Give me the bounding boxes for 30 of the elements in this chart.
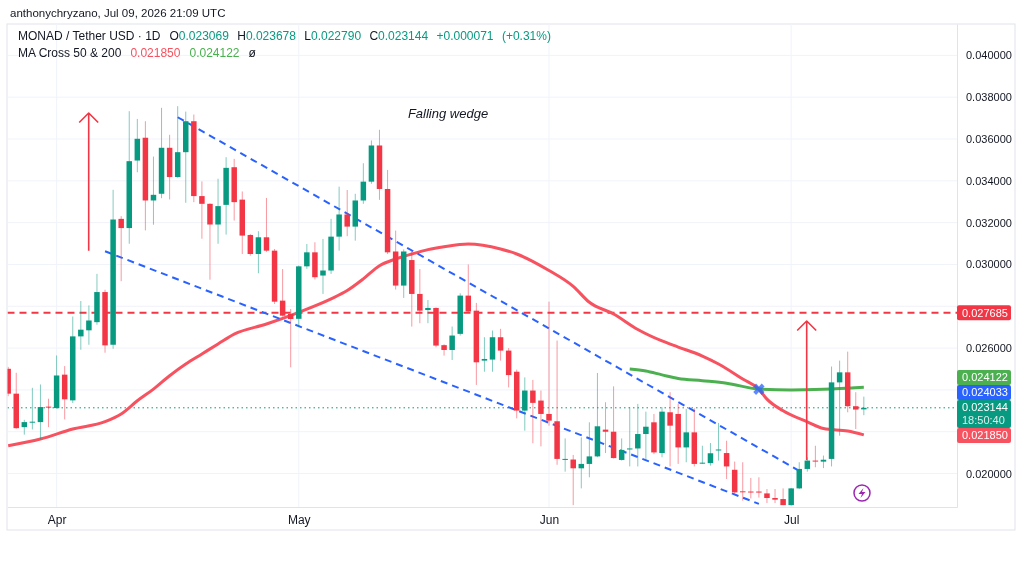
text: MONAD / Tether USD · 1D [18,29,161,43]
y-tick-label: 0.032000 [966,216,1012,229]
text: 0.024122 [962,371,1008,384]
x-tick-label: Jul [784,512,800,527]
y-tick-label: 0.036000 [966,133,1012,146]
candlestick [772,488,778,504]
candlestick [764,488,770,504]
y-tick-label: 0.030000 [966,258,1012,271]
candlestick [441,343,447,357]
y-tick-label: 0.034000 [966,174,1012,187]
line-series [7,242,866,448]
x-tick-label: Jun [539,512,560,527]
text: 0.021850 [962,429,1008,442]
text: 0.024033 [962,386,1008,399]
annotation: 0.021850 [130,46,181,60]
ref-line-label: 0.027685 [962,306,1008,319]
candlestick [780,487,786,506]
x-tick-label: Apr [47,512,67,527]
y-tick-label: 0.026000 [966,342,1012,355]
x-tick-label: May [287,512,311,527]
annotation: ø [248,46,257,60]
annotation: Falling wedge [407,105,489,121]
y-tick-label: 0.040000 [966,49,1012,62]
y-tick-label: 0.020000 [966,467,1012,480]
annotation: 0.024122 [189,46,240,60]
y-tick-label: 0.038000 [966,91,1012,104]
text: anthonychryzano, Jul 09, 2026 21:09 UTC [10,7,226,19]
text: O0.023069 H0.023678 L0.022790 C0.023144 +0.000071 (+0.31%) [169,29,551,43]
legend-title: MA Cross 50 & 200 [18,46,122,60]
ref-line-label: 0.023144 18:50:40 [962,401,1008,427]
